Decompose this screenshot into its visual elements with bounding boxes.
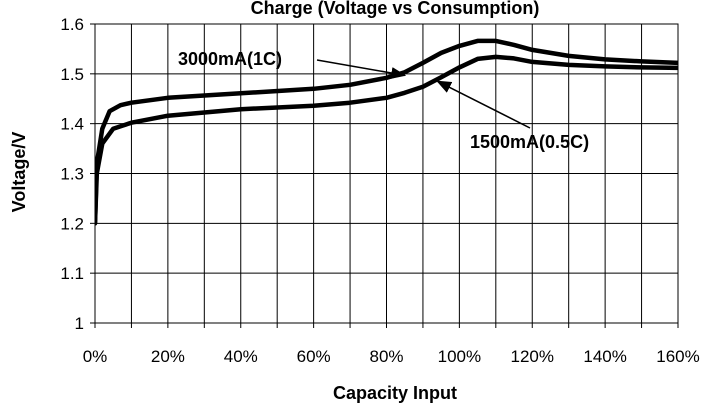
x-axis-title: Capacity Input xyxy=(333,383,457,403)
annotation-arrow xyxy=(436,80,531,129)
x-tick-label: 120% xyxy=(511,347,554,366)
x-tick-label: 60% xyxy=(297,347,331,366)
axes-layer xyxy=(90,23,679,328)
x-tick-label: 100% xyxy=(438,347,481,366)
series-line xyxy=(95,54,678,226)
y-tick-label: 1.6 xyxy=(60,15,84,34)
y-tick-label: 1.5 xyxy=(60,65,84,84)
annotation-label: 1500mA(0.5C) xyxy=(470,132,589,152)
x-tick-label: 20% xyxy=(151,347,185,366)
x-tick-label: 0% xyxy=(83,347,108,366)
annotation-arrow xyxy=(316,59,407,79)
x-tick-label: 80% xyxy=(369,347,403,366)
y-tick-label: 1.1 xyxy=(60,264,84,283)
tick-labels: 1 1.1 1.2 1.3 1.4 1.5 1.6 0% 20% 40% 60% 80% 100% 120… xyxy=(60,15,699,366)
y-tick-label: 1.4 xyxy=(60,115,84,134)
chart-title: Charge (Voltage vs Consumption) xyxy=(251,0,540,18)
annotation-label: 3000mA(1C) xyxy=(178,49,282,69)
annotation-layer: 3000mA(1C) 1500mA(0.5C) xyxy=(178,49,589,152)
x-tick-label: 40% xyxy=(224,347,258,366)
y-tick-label: 1.3 xyxy=(60,165,84,184)
x-tick-label: 160% xyxy=(656,347,699,366)
y-axis-title: Voltage/V xyxy=(9,132,29,213)
y-tick-label: 1.2 xyxy=(60,214,84,233)
y-tick-label: 1 xyxy=(75,314,84,333)
grid-layer xyxy=(95,24,678,323)
x-tick-label: 140% xyxy=(583,347,626,366)
